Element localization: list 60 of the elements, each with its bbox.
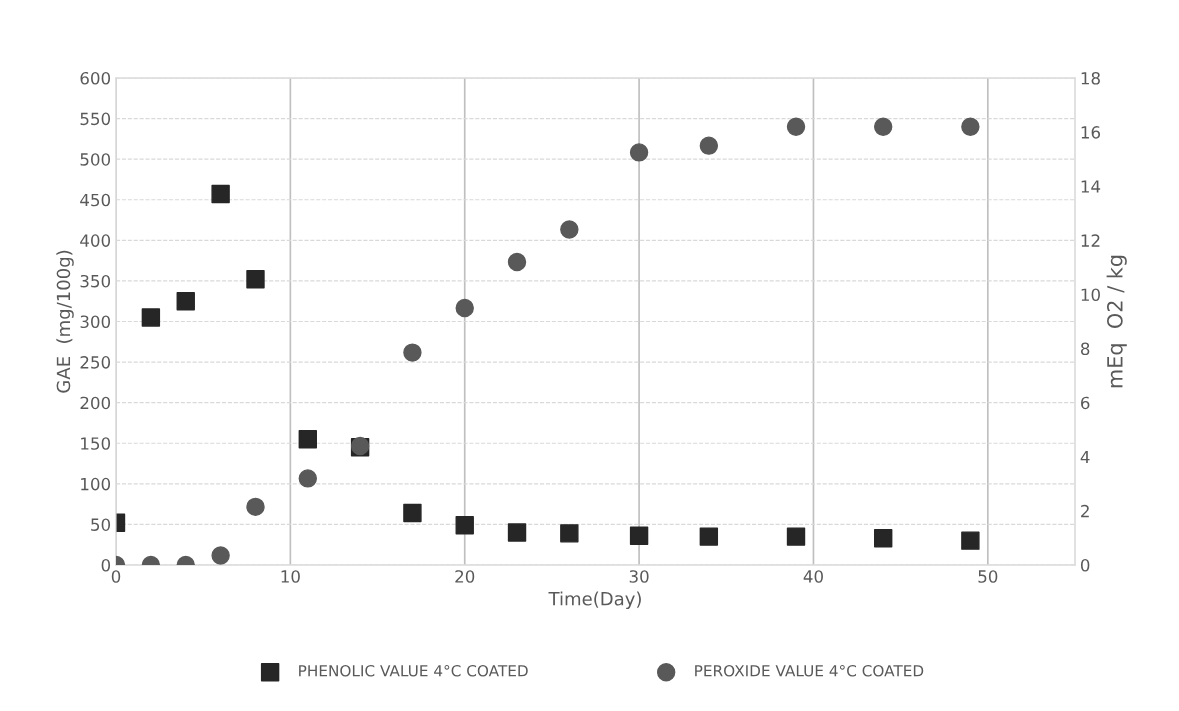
point xyxy=(455,516,474,535)
y-tick-label: 550 xyxy=(80,112,111,126)
y-tick-label: 200 xyxy=(80,396,111,410)
y2-tick-label: 6 xyxy=(1081,396,1090,410)
y-tick-label: 350 xyxy=(80,274,111,288)
point xyxy=(873,529,893,548)
y-tick-label: 500 xyxy=(80,153,111,166)
y2-tick-label: 8 xyxy=(1080,342,1090,356)
point xyxy=(246,497,265,517)
point xyxy=(507,523,527,542)
x-tick-label: 40 xyxy=(803,570,823,583)
y-tick-label: 300 xyxy=(80,315,111,329)
y-tick-label: 250 xyxy=(80,356,111,369)
x-tick-label: 20 xyxy=(455,570,475,583)
y2-tick-label: 0 xyxy=(1080,558,1090,572)
y2-tick-label: 12 xyxy=(1081,234,1100,247)
point xyxy=(211,546,230,565)
point xyxy=(455,298,474,318)
point xyxy=(141,308,161,327)
point xyxy=(246,270,265,289)
point xyxy=(629,526,649,545)
point xyxy=(211,184,230,204)
x-tick-label: 10 xyxy=(281,570,300,583)
legend-label: PHENOLIC VALUE 4°C COATED xyxy=(299,664,528,677)
point xyxy=(560,220,579,239)
point xyxy=(699,136,719,155)
y2-tick-label: 14 xyxy=(1081,180,1101,193)
point xyxy=(403,343,422,362)
point xyxy=(403,503,422,523)
point xyxy=(786,117,806,136)
y2-tick-label: 10 xyxy=(1081,288,1100,302)
point xyxy=(786,527,806,546)
point xyxy=(961,531,980,550)
y2-axis-title: mEq O2 / kg xyxy=(1106,255,1127,388)
point xyxy=(298,469,318,488)
point xyxy=(176,292,195,311)
point xyxy=(560,524,579,543)
y2-tick-label: 18 xyxy=(1081,71,1100,85)
x-tick-label: 30 xyxy=(629,570,649,583)
y-tick-label: 400 xyxy=(80,234,111,247)
y-tick-label: 450 xyxy=(80,193,111,207)
x-tick-label: 50 xyxy=(978,570,998,583)
point xyxy=(507,252,527,272)
y-tick-label: 100 xyxy=(81,477,111,491)
y2-tick-label: 16 xyxy=(1081,126,1101,139)
x-tick-label: 0 xyxy=(111,570,121,583)
y-tick-label: 150 xyxy=(81,437,111,450)
y-axis-title: GAE (mg/100g) xyxy=(56,250,74,393)
point xyxy=(298,429,318,449)
legend-label: PEROXIDE VALUE 4°C COATED xyxy=(695,664,924,677)
point xyxy=(961,117,980,136)
y2-tick-label: 4 xyxy=(1080,450,1090,464)
point xyxy=(873,117,893,136)
y-tick-label: 600 xyxy=(80,71,111,85)
y-tick-label: 0 xyxy=(101,558,111,572)
point xyxy=(699,527,719,546)
point xyxy=(629,143,649,162)
y2-tick-label: 2 xyxy=(1081,504,1089,518)
y-tick-label: 50 xyxy=(91,518,111,531)
x-axis-title: Time(Day) xyxy=(548,591,641,610)
